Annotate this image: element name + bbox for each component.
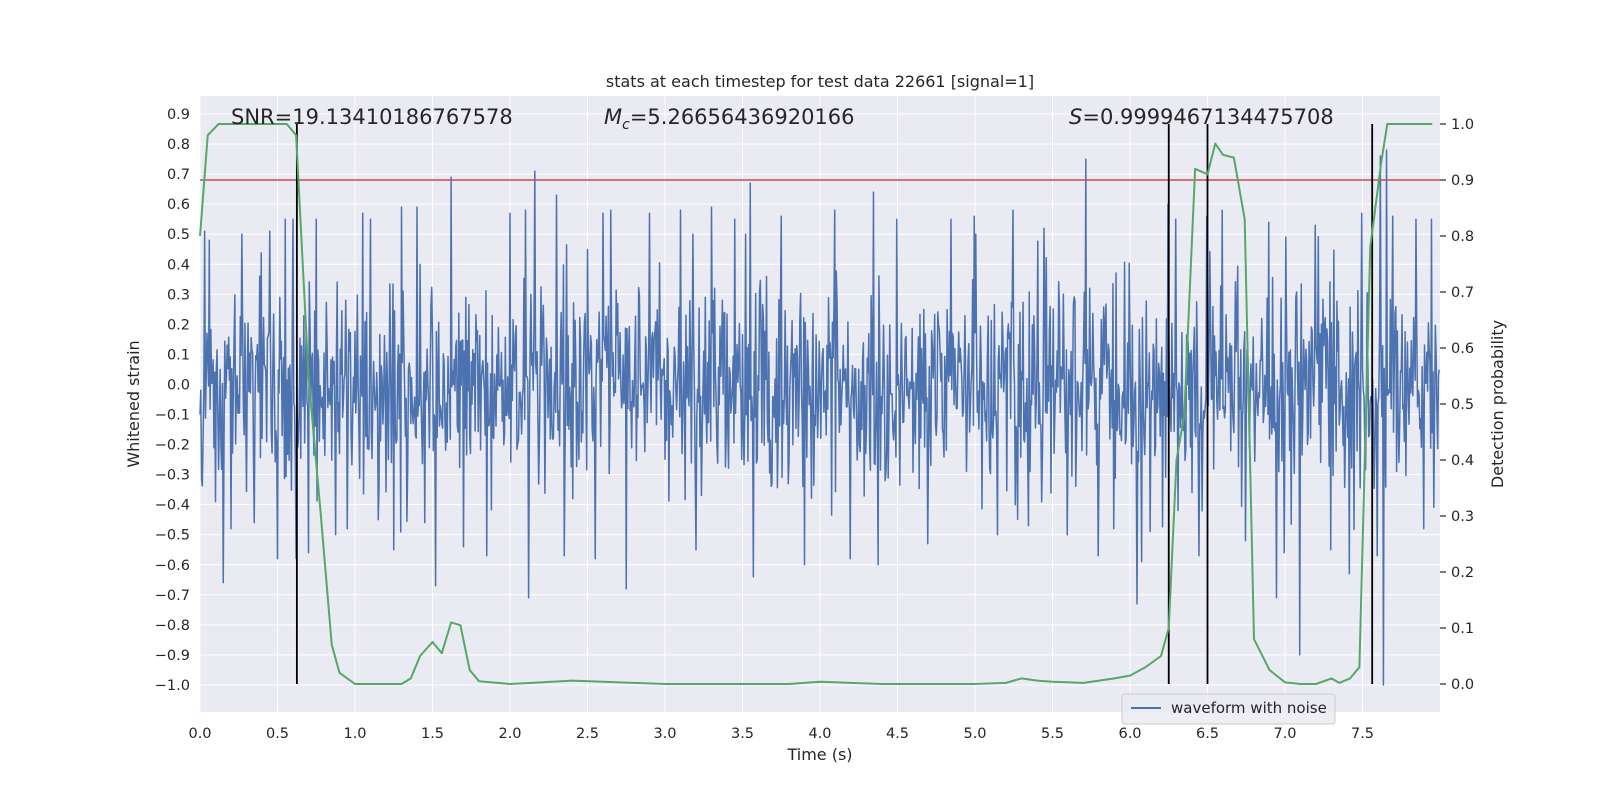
y-tick-label-14: 0.4 xyxy=(167,257,190,273)
x-tick-label-12: 6.0 xyxy=(1118,726,1141,742)
y-right-tick-label-4: 0.4 xyxy=(1451,453,1474,469)
x-tick-label-13: 6.5 xyxy=(1196,726,1219,742)
y-tick-label-16: 0.6 xyxy=(167,197,190,213)
chirp-mass-annotation: Mc=5.26656436920166 xyxy=(604,105,855,133)
y-ticks-left: −1.0 −0.9 −0.8 −0.7 −0.6 −0.5 −0.4 −0.3 −0.2 −0.1… xyxy=(155,107,190,694)
x-tick-label-11: 5.5 xyxy=(1041,726,1064,742)
chirp-mass-subscript: c xyxy=(622,117,630,133)
x-tick-label-3: 1.5 xyxy=(421,726,444,742)
y-axis-title-left: Whitened strain xyxy=(124,340,143,467)
y-tick-label-6: −0.4 xyxy=(155,498,190,514)
y-tick-label-12: 0.2 xyxy=(167,317,190,333)
x-tick-label-0: 0.0 xyxy=(188,726,211,742)
x-ticks: 0.0 0.5 1.0 1.5 2.0 2.5 3.0 3.5 4.0 4.5 5.0 5.5 6.0 6… xyxy=(188,726,1374,742)
legend-box xyxy=(1121,693,1336,725)
legend: waveform with noise xyxy=(1121,693,1336,725)
y-tick-label-2: −0.8 xyxy=(155,618,190,634)
x-tick-label-14: 7.0 xyxy=(1273,726,1296,742)
x-tick-label-4: 2.0 xyxy=(498,726,521,742)
detection-probability-line xyxy=(199,123,1433,685)
y-tick-label-10: 0.0 xyxy=(167,377,190,393)
y-tick-label-4: −0.6 xyxy=(155,558,190,574)
vline-layer xyxy=(295,124,1374,684)
y-right-tick-label-5: 0.5 xyxy=(1451,397,1474,413)
y-right-tick-label-10: 1.0 xyxy=(1451,117,1474,133)
y-tick-label-13: 0.3 xyxy=(167,287,190,303)
y-tick-label-8: −0.2 xyxy=(155,438,190,454)
x-tick-label-5: 2.5 xyxy=(576,726,599,742)
y-tick-label-0: −1.0 xyxy=(155,678,190,694)
y-right-tick-label-7: 0.7 xyxy=(1451,285,1474,301)
y-right-tick-label-6: 0.6 xyxy=(1451,341,1474,357)
waveform-layer xyxy=(199,149,1440,686)
y-tick-label-3: −0.7 xyxy=(155,588,190,604)
y-right-tick-label-9: 0.9 xyxy=(1451,173,1474,189)
x-tick-label-9: 4.5 xyxy=(886,726,909,742)
y-tick-label-1: −0.9 xyxy=(155,648,190,664)
y-right-tick-label-2: 0.2 xyxy=(1451,565,1474,581)
x-axis-title: Time (s) xyxy=(786,745,852,764)
y-tick-label-18: 0.8 xyxy=(167,137,190,153)
y-tick-label-17: 0.7 xyxy=(167,167,190,183)
waveform-with-noise-line xyxy=(199,149,1440,686)
probability-layer xyxy=(199,123,1433,685)
y-right-tick-label-1: 0.1 xyxy=(1451,621,1474,637)
x-tick-label-2: 1.0 xyxy=(343,726,366,742)
s-value: =0.9999467134475708 xyxy=(1082,105,1333,129)
y-right-tick-label-0: 0.0 xyxy=(1451,677,1474,693)
y-ticks-right: 0.0 0.1 0.2 0.3 0.4 0.5 0.6 0.7 0.8 0.9 1.0 xyxy=(1440,117,1474,693)
y-tick-label-9: −0.1 xyxy=(155,408,190,424)
legend-label: waveform with noise xyxy=(1171,699,1327,717)
x-tick-label-10: 5.0 xyxy=(963,726,986,742)
s-annotation: S=0.9999467134475708 xyxy=(1069,105,1334,129)
x-tick-label-8: 4.0 xyxy=(808,726,831,742)
y-axis-title-right: Detection probability xyxy=(1488,320,1507,488)
chart-title: stats at each timestep for test data 226… xyxy=(606,72,1034,91)
y-tick-label-11: 0.1 xyxy=(167,347,190,363)
y-tick-label-7: −0.3 xyxy=(155,468,190,484)
x-tick-label-1: 0.5 xyxy=(266,726,289,742)
s-symbol: S xyxy=(1069,105,1082,129)
y-tick-label-19: 0.9 xyxy=(167,107,190,123)
x-tick-label-6: 3.0 xyxy=(653,726,676,742)
x-tick-label-15: 7.5 xyxy=(1351,726,1374,742)
x-tick-label-7: 3.5 xyxy=(731,726,754,742)
y-tick-label-5: −0.5 xyxy=(155,528,190,544)
y-right-tick-label-8: 0.8 xyxy=(1451,229,1474,245)
y-right-tick-label-3: 0.3 xyxy=(1451,509,1474,525)
snr-annotation: SNR=19.13410186767578 xyxy=(231,105,513,129)
chirp-mass-symbol: M xyxy=(604,105,622,129)
chirp-mass-value: =5.26656436920166 xyxy=(630,105,855,129)
y-tick-label-15: 0.5 xyxy=(167,227,190,243)
